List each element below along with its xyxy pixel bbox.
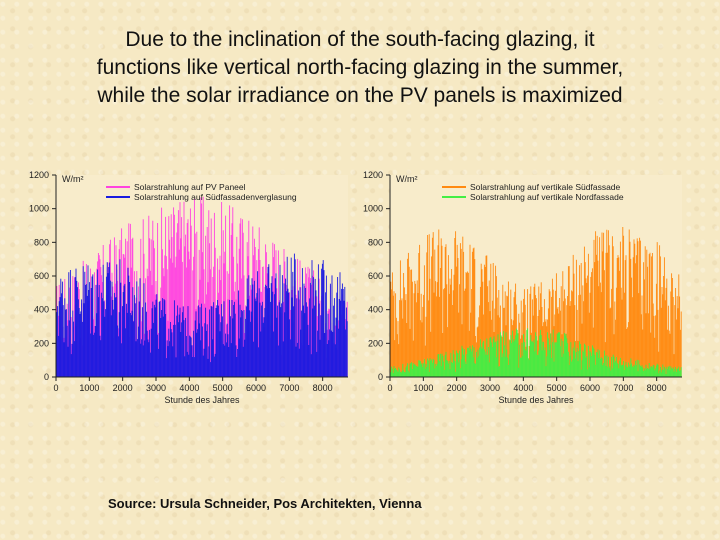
y-tick-label: 600 <box>368 271 383 281</box>
y-tick-label: 0 <box>44 372 49 382</box>
series-2-bars <box>55 253 348 377</box>
source-note: Source: Ursula Schneider, Pos Architekte… <box>108 496 422 511</box>
x-tick-label: 6000 <box>246 383 266 393</box>
x-tick-label: 7000 <box>279 383 299 393</box>
x-tick-label: 8000 <box>647 383 667 393</box>
chart-pv-vs-south-glazing: 0 200 400 600 800 1000 1200 0 1000 2000 3000 4000 50… <box>29 170 348 405</box>
legend-label: Solarstrahlung auf Südfassadenverglasung <box>134 192 297 202</box>
y-tick-label: 1000 <box>29 204 49 214</box>
unit-label: W/m² <box>396 174 418 184</box>
y-tick-label: 200 <box>368 338 383 348</box>
x-tick-label: 3000 <box>146 383 166 393</box>
slide-title: Due to the inclination of the south-faci… <box>20 26 700 110</box>
x-tick-label: 1000 <box>413 383 433 393</box>
x-tick-label: 3000 <box>480 383 500 393</box>
x-tick-label: 5000 <box>547 383 567 393</box>
y-tick-label: 1200 <box>363 170 383 180</box>
y-tick-label: 400 <box>34 305 49 315</box>
x-axis-label: Stunde des Jahres <box>498 395 574 405</box>
x-tick-label: 8000 <box>313 383 333 393</box>
x-tick-label: 2000 <box>113 383 133 393</box>
y-tick-label: 1000 <box>363 204 383 214</box>
y-tick-label: 400 <box>368 305 383 315</box>
title-line: while the solar irradiance on the PV pan… <box>97 84 623 107</box>
y-tick-label: 800 <box>34 237 49 247</box>
legend-label: Solarstrahlung auf PV Paneel <box>134 182 246 192</box>
chart-south-vs-north-facade: 0 200 400 600 800 1000 1200 0 1000 2000 3000 4000 50… <box>363 170 682 405</box>
x-tick-label: 1000 <box>79 383 99 393</box>
x-tick-label: 4000 <box>513 383 533 393</box>
x-tick-label: 2000 <box>447 383 467 393</box>
legend-label: Solarstrahlung auf vertikale Nordfassade <box>470 192 624 202</box>
unit-label: W/m² <box>62 174 84 184</box>
title-line: functions like vertical north-facing gla… <box>96 56 624 79</box>
x-tick-label: 4000 <box>179 383 199 393</box>
title-line: Due to the inclination of the south-faci… <box>125 28 595 51</box>
series-2-bars <box>389 328 682 377</box>
x-tick-label: 7000 <box>613 383 633 393</box>
y-tick-label: 200 <box>34 338 49 348</box>
x-axis-label: Stunde des Jahres <box>164 395 240 405</box>
legend-label: Solarstrahlung auf vertikale Südfassade <box>470 182 621 192</box>
x-tick-label: 5000 <box>213 383 233 393</box>
x-tick-label: 0 <box>53 383 58 393</box>
x-tick-label: 0 <box>387 383 392 393</box>
y-tick-label: 600 <box>34 271 49 281</box>
x-tick-label: 6000 <box>580 383 600 393</box>
y-tick-label: 0 <box>378 372 383 382</box>
y-tick-label: 1200 <box>29 170 49 180</box>
y-tick-label: 800 <box>368 237 383 247</box>
